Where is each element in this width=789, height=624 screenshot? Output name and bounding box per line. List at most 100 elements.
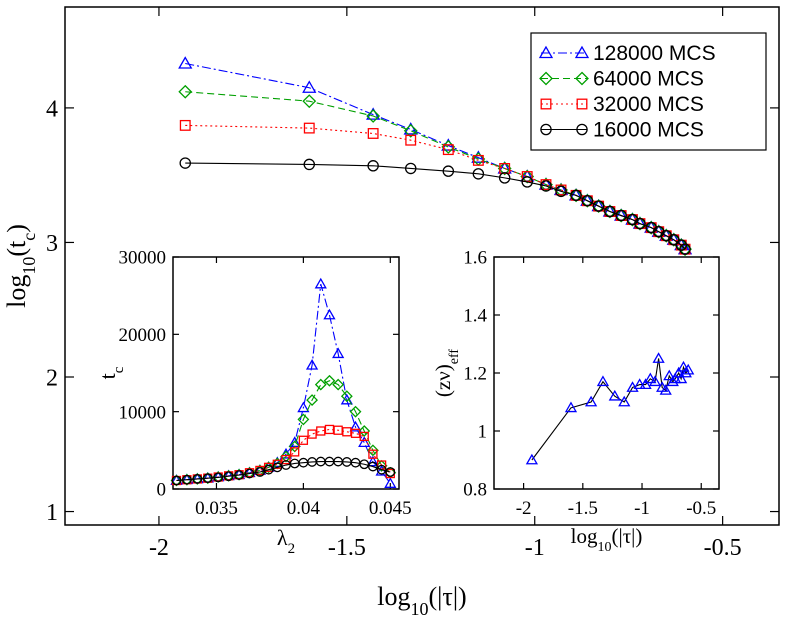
y-tick-label-2: 1.2 <box>463 364 487 385</box>
x-tick-label-2: -1.5 <box>568 498 598 519</box>
data-point-0-2 <box>442 144 454 156</box>
y-tick-label-1: 10000 <box>119 402 167 423</box>
y-axis-label-0: log10(tc) <box>2 224 39 308</box>
legend-marker-1 <box>539 71 553 86</box>
data-point-0-3 <box>404 162 417 175</box>
data-point-2-0 <box>648 375 662 387</box>
data-point-1-0 <box>305 358 319 370</box>
series-line-2-0 <box>531 358 689 461</box>
x-tick-label-0: -1 <box>525 535 545 561</box>
y-tick-label-1: 20000 <box>119 325 167 346</box>
data-point-2-0 <box>674 372 688 384</box>
data-point-1-0 <box>297 401 310 413</box>
y-tick-label-1: 0 <box>157 480 167 501</box>
data-point-2-0 <box>644 372 657 384</box>
data-point-1-1 <box>191 473 204 485</box>
data-point-0-2 <box>367 128 379 139</box>
data-point-2-0 <box>596 375 610 387</box>
data-point-1-3 <box>213 472 224 483</box>
data-point-0-3 <box>604 205 616 218</box>
data-point-0-3 <box>540 180 552 192</box>
data-point-2-0 <box>608 389 621 401</box>
legend-marker-3 <box>540 123 552 136</box>
data-point-1-1 <box>358 425 371 437</box>
data-point-0-3 <box>521 176 533 188</box>
data-point-1-1 <box>332 378 345 391</box>
data-point-1-2 <box>359 431 369 442</box>
y-tick-label-2: 1 <box>478 422 488 443</box>
data-point-1-1 <box>340 390 353 403</box>
data-point-2-0 <box>652 352 665 363</box>
y-tick-label-0: 3 <box>46 231 58 257</box>
data-point-0-3 <box>555 185 567 198</box>
x-tick-label-1: 0.045 <box>369 498 412 519</box>
x-tick-label-0: -2 <box>149 535 169 561</box>
data-point-1-1 <box>180 473 193 486</box>
data-point-0-1 <box>366 109 381 123</box>
chart-1: 0.035 0.04 0.045 0 10000 20000 30000 λ2 tc <box>95 248 412 557</box>
data-point-1-3 <box>182 474 192 485</box>
data-point-0-2 <box>472 154 484 166</box>
data-point-0-2 <box>303 122 315 134</box>
data-point-0-2 <box>405 134 417 146</box>
y-tick-label-1: 30000 <box>119 248 167 269</box>
data-point-1-1 <box>288 440 301 453</box>
data-point-1-2 <box>324 424 335 435</box>
data-point-0-3 <box>615 209 627 222</box>
data-point-0-3 <box>179 157 192 169</box>
y-tick-label-0: 4 <box>46 96 58 122</box>
data-point-1-1 <box>323 374 336 387</box>
data-point-0-3 <box>367 160 379 172</box>
y-axis-label-1: tc <box>95 366 127 379</box>
legend-marker-1 <box>575 71 589 86</box>
data-point-1-3 <box>385 467 396 477</box>
data-point-1-2 <box>342 427 352 437</box>
data-point-2-0 <box>639 378 652 390</box>
plot-frame-1 <box>172 256 400 490</box>
data-point-1-2 <box>316 426 326 436</box>
data-point-2-0 <box>633 378 646 390</box>
data-point-1-2 <box>333 425 343 435</box>
data-point-1-1 <box>314 378 327 391</box>
y-tick-label-2: 1.6 <box>463 248 487 269</box>
data-point-1-1 <box>201 472 214 485</box>
x-tick-label-1: 0.04 <box>287 498 321 519</box>
data-point-0-3 <box>668 234 680 246</box>
data-point-1-0 <box>384 477 397 488</box>
data-point-1-1 <box>297 413 310 426</box>
data-point-2-0 <box>564 401 578 413</box>
data-point-1-3 <box>223 471 234 482</box>
data-point-2-0 <box>682 363 695 375</box>
data-point-1-3 <box>263 464 274 475</box>
y-tick-label-2: 0.8 <box>463 480 487 501</box>
data-point-1-3 <box>171 475 182 486</box>
x-tick-label-2: -2 <box>516 498 532 519</box>
data-point-0-3 <box>570 189 582 202</box>
data-point-1-0 <box>366 455 380 467</box>
data-point-0-3 <box>498 172 511 184</box>
data-point-2-0 <box>663 369 676 381</box>
data-point-1-1 <box>375 459 388 472</box>
data-point-1-2 <box>298 435 309 445</box>
data-point-2-0 <box>584 395 598 407</box>
legend-marker-2 <box>576 98 588 110</box>
series-line-1-3 <box>176 460 391 482</box>
x-tick-label-1: 0.035 <box>195 498 238 519</box>
data-point-1-3 <box>376 464 387 475</box>
data-point-0-3 <box>442 165 455 177</box>
legend-marker-0 <box>538 45 554 59</box>
data-point-1-0 <box>323 308 336 320</box>
data-point-1-0 <box>314 277 327 289</box>
data-point-0-3 <box>675 239 688 251</box>
data-point-1-1 <box>306 394 318 406</box>
legend-label-0: 128000 MCS <box>593 42 716 65</box>
data-point-1-3 <box>234 470 244 480</box>
data-point-1-1 <box>262 461 275 474</box>
data-point-1-2 <box>376 460 387 470</box>
data-point-2-0 <box>618 395 631 407</box>
data-point-1-0 <box>358 436 371 448</box>
data-point-1-3 <box>272 462 283 473</box>
data-point-1-3 <box>255 467 265 477</box>
x-axis-label-2: log10(|τ|) <box>571 524 643 555</box>
